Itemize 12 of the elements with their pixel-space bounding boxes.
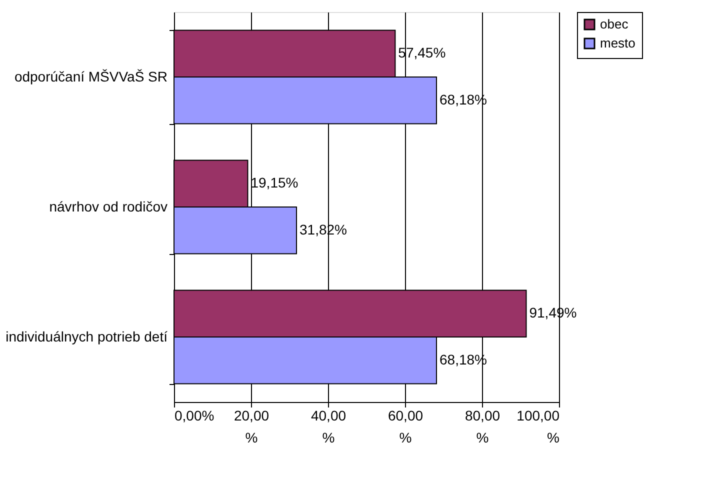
x-tick-label: 100,00 % xyxy=(516,408,560,446)
legend-label: obec xyxy=(600,16,629,32)
x-tick-label: 0,00% xyxy=(174,408,214,424)
x-tick-label: 60,00 % xyxy=(388,408,424,446)
data-label: 19,15% xyxy=(250,174,298,191)
y-tick-label: odporúčaní MŠVVaŠ SR xyxy=(14,68,168,84)
y-tick-label: návrhov od rodičov xyxy=(49,198,168,214)
x-tick-label: 40,00 % xyxy=(310,408,346,446)
x-tick-label: 20,00 % xyxy=(234,408,270,446)
legend-label: mesto xyxy=(600,36,636,50)
x-tick-label: 80,00 % xyxy=(464,408,500,446)
y-tick-label: individuálnych potrieb detí xyxy=(6,328,168,344)
